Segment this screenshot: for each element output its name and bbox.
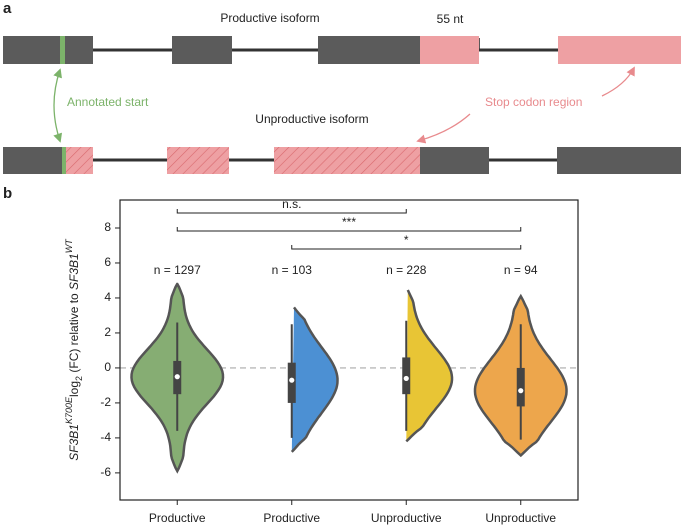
y-tick-label: 8: [104, 220, 111, 234]
isoform-title: Productive isoform: [220, 11, 319, 25]
isoform-title: Unproductive isoform: [255, 112, 368, 126]
stop-region: [420, 36, 479, 64]
scale-label: 55 nt: [437, 12, 464, 26]
median: [289, 377, 295, 383]
exon: [557, 147, 681, 174]
median: [403, 375, 409, 382]
y-axis-label-part: SF3B1: [67, 424, 81, 461]
start-arrow: [53, 68, 63, 143]
y-tick-label: -2: [100, 395, 111, 409]
plot-frame: [119, 199, 579, 501]
box: [516, 367, 525, 407]
x-tick-label: Productive: [263, 511, 320, 525]
x-tick-label: Unproductive: [371, 511, 442, 525]
significance-bracket: [176, 227, 522, 232]
stop-region: [167, 147, 229, 174]
x-tick-label: Productive: [149, 511, 206, 525]
y-axis-label-part: 2: [74, 376, 84, 381]
stop-region: [66, 147, 93, 174]
violin-body: [290, 306, 339, 453]
n-label: n = 1297: [154, 263, 201, 277]
stop-region: [274, 147, 420, 174]
violin-body: [405, 289, 454, 443]
box: [287, 362, 296, 403]
n-label: n = 103: [272, 263, 313, 277]
stop-arrow: [601, 66, 635, 97]
y-axis-label: SF3B1K700Elog2 (FC) relative to SF3B1WT: [64, 238, 84, 461]
box: [402, 357, 411, 395]
y-tick-label: 0: [104, 360, 111, 374]
exon: [172, 36, 232, 64]
start-site: [62, 147, 66, 174]
n-label: n = 228: [386, 263, 427, 277]
exon: [420, 147, 489, 174]
median: [174, 374, 180, 380]
median: [518, 388, 524, 394]
exon: [3, 147, 62, 174]
significance-bracket: [291, 245, 522, 250]
stop-label: Stop codon region: [485, 95, 582, 109]
significance-label: n.s.: [282, 197, 301, 211]
significance-label: ***: [342, 215, 356, 229]
y-axis-label-part: SF3B1: [67, 253, 81, 290]
y-axis-label-part: log: [67, 381, 81, 397]
exon: [318, 36, 420, 64]
x-tick-label: Unproductive: [485, 511, 556, 525]
y-tick-label: -6: [100, 465, 111, 479]
panel-label: a: [3, 0, 12, 17]
y-tick-label: 2: [104, 325, 111, 339]
stop-region: [558, 36, 681, 64]
y-tick-label: -4: [100, 430, 111, 444]
y-tick-label: 6: [104, 255, 111, 269]
y-axis-label-part: K700E: [64, 396, 74, 424]
start-label: Annotated start: [67, 95, 149, 109]
y-axis-label-part: (FC) relative to: [67, 290, 81, 376]
significance-label: *: [404, 233, 409, 247]
significance-bracket: [176, 209, 407, 214]
y-tick-label: 4: [104, 290, 111, 304]
stop-arrow: [416, 113, 471, 144]
start-site: [60, 36, 65, 64]
n-label: n = 94: [504, 263, 538, 277]
y-axis-label-part: WT: [64, 238, 74, 253]
exon: [3, 36, 93, 64]
panel-label: b: [3, 185, 12, 202]
